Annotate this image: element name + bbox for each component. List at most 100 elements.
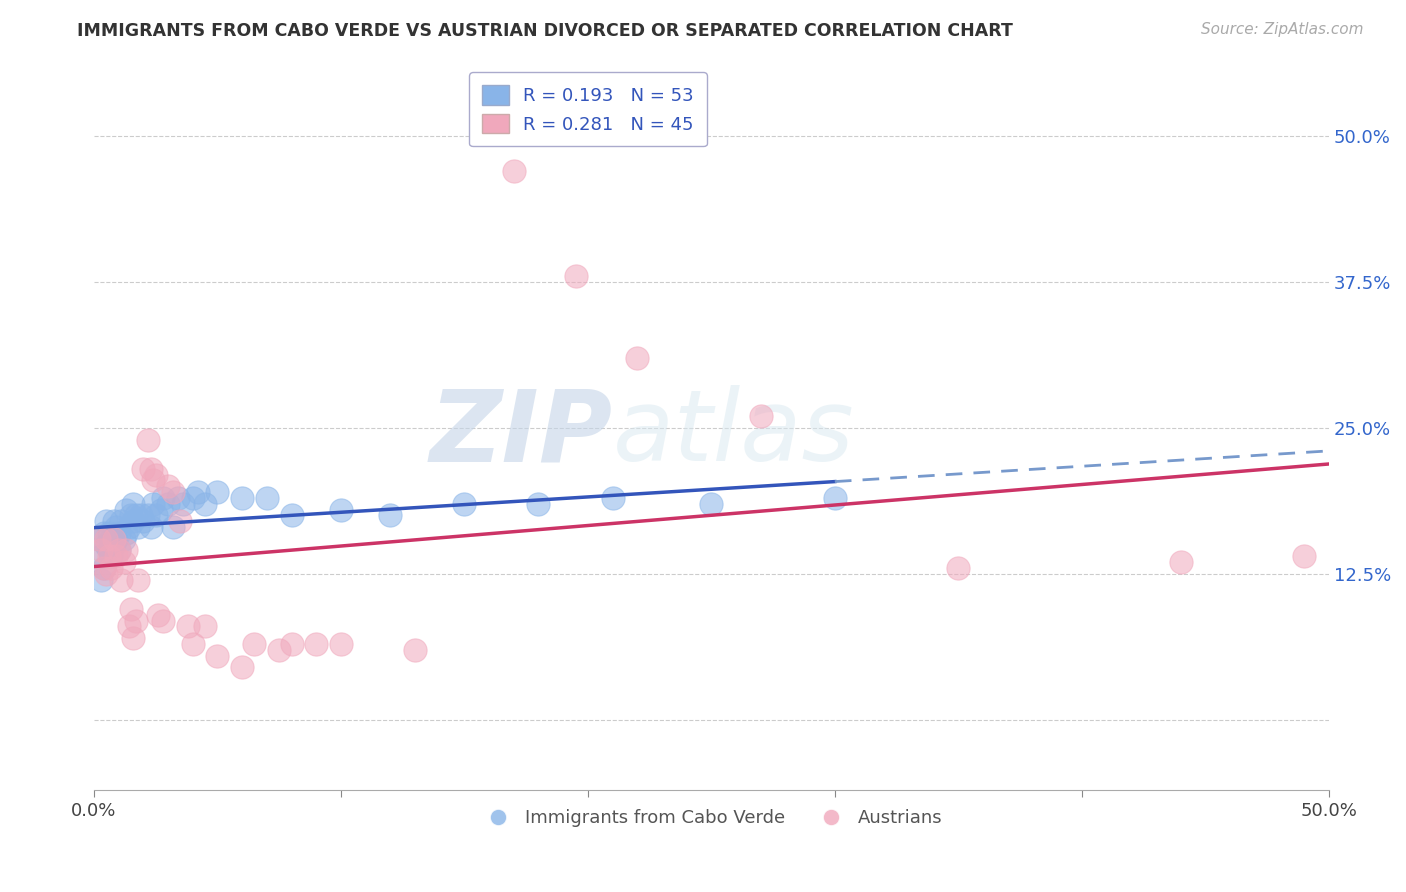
Point [97, 549, 120, 564]
Point [207, 648, 229, 663]
Point [120, 602, 142, 616]
Point [824, 491, 846, 505]
Point [139, 520, 162, 534]
Point [100, 549, 122, 564]
Point [152, 614, 174, 628]
Point [527, 497, 550, 511]
Point [93, 525, 115, 540]
Point [125, 614, 148, 628]
Point [305, 637, 328, 651]
Point [103, 514, 125, 528]
Point [502, 164, 524, 178]
Point [1294, 549, 1316, 564]
Point [117, 520, 139, 534]
Legend: Immigrants from Cabo Verde, Austrians: Immigrants from Cabo Verde, Austrians [472, 802, 949, 834]
Point [142, 497, 165, 511]
Point [127, 573, 149, 587]
Point [103, 538, 125, 552]
Point [96, 566, 118, 581]
Point [105, 532, 128, 546]
Point [243, 637, 266, 651]
Point [626, 351, 648, 365]
Point [1170, 555, 1192, 569]
Point [96, 532, 118, 546]
Point [110, 514, 132, 528]
Point [280, 637, 302, 651]
Point [749, 409, 772, 424]
Point [132, 514, 155, 528]
Point [269, 642, 291, 657]
Point [127, 520, 149, 534]
Point [329, 502, 352, 516]
Point [115, 502, 138, 516]
Point [167, 491, 190, 505]
Point [122, 631, 145, 645]
Point [107, 543, 129, 558]
Point [96, 538, 118, 552]
Point [125, 508, 148, 523]
Point [122, 514, 145, 528]
Point [564, 268, 586, 283]
Point [280, 508, 302, 523]
Point [329, 637, 352, 651]
Point [122, 497, 145, 511]
Point [93, 561, 115, 575]
Point [142, 474, 165, 488]
Point [207, 485, 229, 500]
Point [96, 514, 118, 528]
Point [194, 497, 217, 511]
Text: IMMIGRANTS FROM CABO VERDE VS AUSTRIAN DIVORCED OR SEPARATED CORRELATION CHART: IMMIGRANTS FROM CABO VERDE VS AUSTRIAN D… [77, 22, 1014, 40]
Point [107, 525, 129, 540]
Point [110, 573, 132, 587]
Text: Source: ZipAtlas.com: Source: ZipAtlas.com [1201, 22, 1364, 37]
Point [602, 491, 624, 505]
Point [169, 514, 191, 528]
Point [146, 607, 169, 622]
Point [231, 491, 253, 505]
Point [162, 520, 184, 534]
Point [112, 555, 135, 569]
Point [87, 532, 110, 546]
Point [700, 497, 723, 511]
Point [404, 642, 426, 657]
Text: atlas: atlas [613, 385, 855, 483]
Point [115, 525, 138, 540]
Point [187, 485, 209, 500]
Point [145, 467, 167, 482]
Point [117, 619, 139, 633]
Point [90, 573, 112, 587]
Point [120, 508, 142, 523]
Point [87, 532, 110, 546]
Point [90, 549, 112, 564]
Point [181, 491, 204, 505]
Point [107, 543, 129, 558]
Point [231, 660, 253, 674]
Point [97, 543, 120, 558]
Point [100, 561, 122, 575]
Point [172, 497, 194, 511]
Point [181, 637, 204, 651]
Point [139, 461, 162, 475]
Point [105, 549, 128, 564]
Point [380, 508, 402, 523]
Point [97, 525, 120, 540]
Text: ZIP: ZIP [430, 385, 613, 483]
Point [90, 543, 112, 558]
Point [177, 619, 200, 633]
Point [157, 479, 180, 493]
Point [93, 561, 115, 575]
Point [115, 543, 138, 558]
Point [100, 532, 122, 546]
Point [152, 491, 174, 505]
Point [132, 461, 155, 475]
Point [136, 508, 159, 523]
Point [145, 508, 167, 523]
Point [105, 520, 128, 534]
Point [948, 561, 970, 575]
Point [112, 532, 135, 546]
Point [129, 508, 152, 523]
Point [136, 433, 159, 447]
Point [157, 497, 180, 511]
Point [194, 619, 217, 633]
Point [162, 485, 184, 500]
